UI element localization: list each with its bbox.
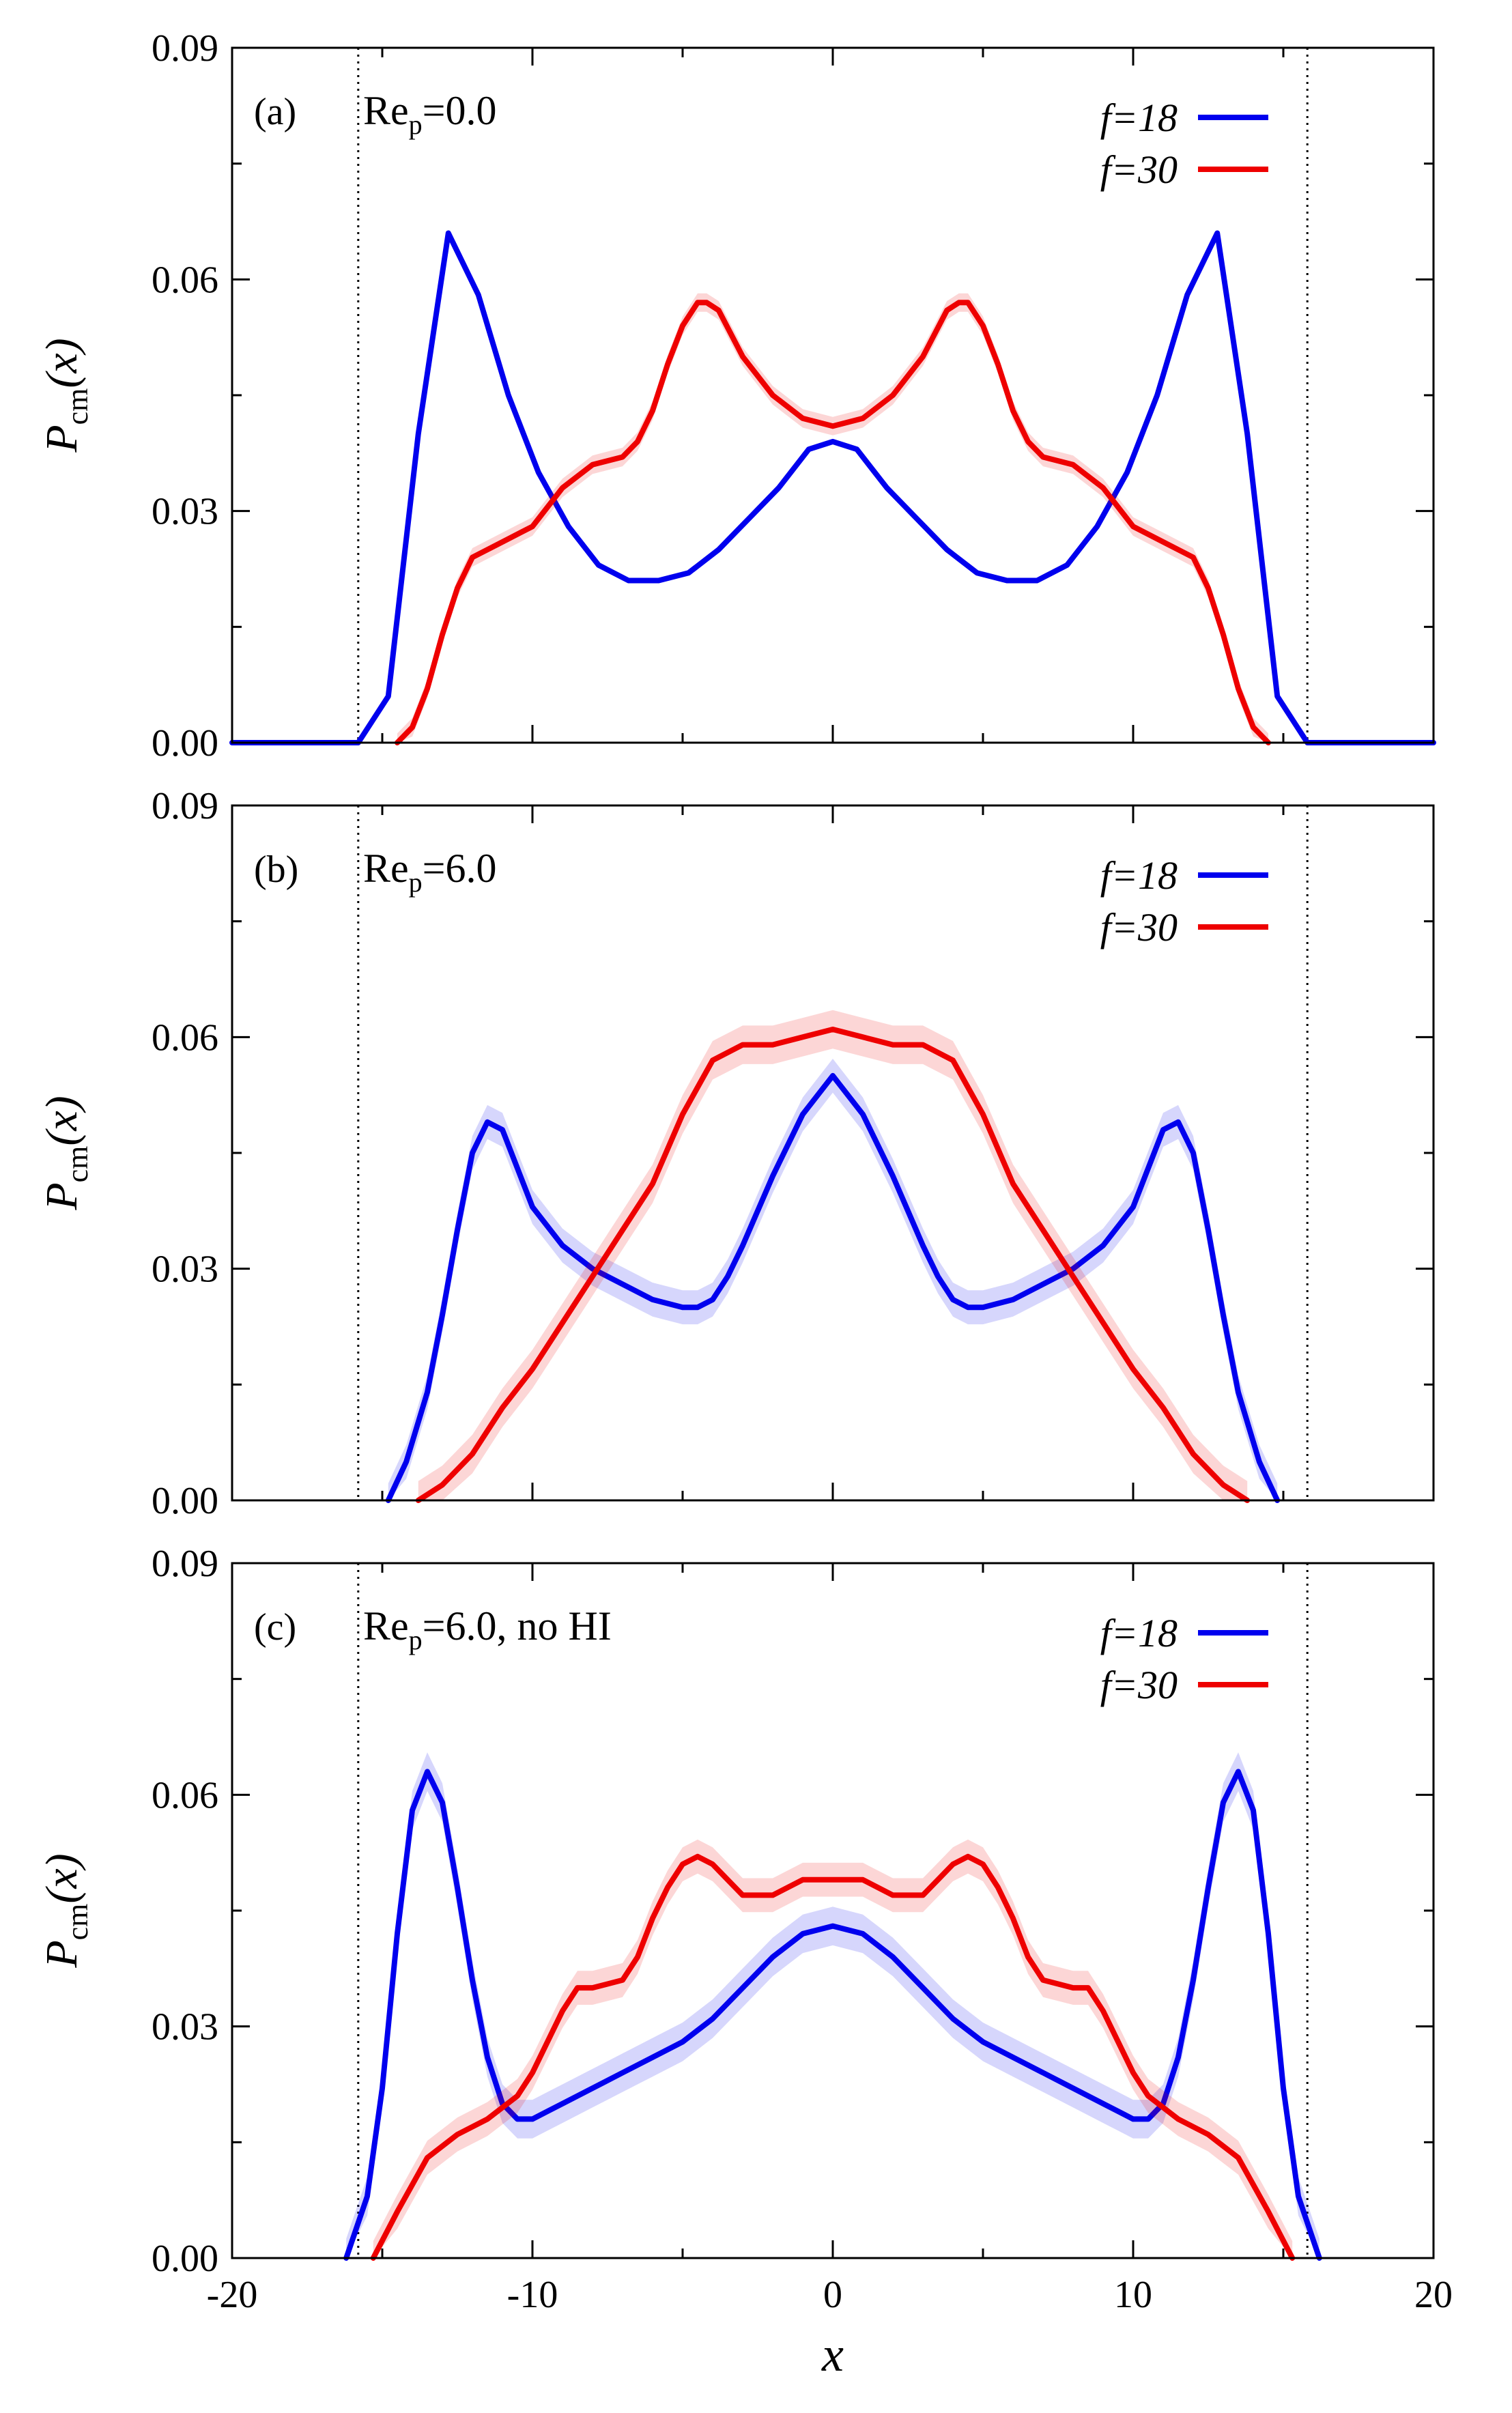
panel-c-x-tick-label: 20 bbox=[1414, 2274, 1453, 2316]
panel-c-x-tick-label: -10 bbox=[507, 2274, 558, 2316]
panel-a-y-tick-label: 0.06 bbox=[152, 259, 218, 301]
panel-c-x-tick-label: -20 bbox=[207, 2274, 258, 2316]
panel-b: 0.00 0.03 0.06 0.09 (b) Rep=6.0 f=18 f=30 Pcm(x) bbox=[37, 785, 1435, 1522]
panel-c-panel-tag: (c) bbox=[254, 1606, 296, 1648]
panel-a-frame bbox=[231, 46, 1435, 744]
panel-c-legend-label: f=18 bbox=[1100, 1611, 1178, 1655]
panel-c-series-f30-line bbox=[370, 1853, 1296, 2261]
panel-b-series-f18-line bbox=[385, 1072, 1281, 1503]
panel-c-legend-label: f=30 bbox=[1100, 1663, 1178, 1707]
panel-a-series-f30-line bbox=[395, 300, 1271, 745]
x-axis-label: x bbox=[821, 2327, 844, 2382]
panel-c-y-tick-label: 0.06 bbox=[152, 1774, 218, 1816]
panel-a-legend-label: f=18 bbox=[1100, 96, 1178, 140]
panel-b-legend-label: f=30 bbox=[1100, 905, 1178, 950]
panel-a-y-tick-label: 0.00 bbox=[152, 722, 218, 765]
panel-a-series-f18-line bbox=[229, 230, 1436, 745]
panel-a-y-axis-label: Pcm(x) bbox=[37, 338, 94, 453]
panel-c: 0.00 0.03 0.06 0.09 -20 -10 0 10 20 (c) Rep=6.0, n… bbox=[37, 1543, 1453, 2382]
panel-c-series-f18-error-band bbox=[346, 1752, 1320, 2258]
panel-c-y-tick-label: 0.09 bbox=[152, 1543, 218, 1585]
panel-a-panel-tag: (a) bbox=[254, 91, 296, 133]
panel-a: 0.00 0.03 0.06 0.09 (a) Rep=0.0 f=18 f=30 Pcm(x) bbox=[37, 27, 1436, 765]
panel-c-frame bbox=[231, 1562, 1435, 2259]
panel-c-y-tick-label: 0.03 bbox=[152, 2006, 218, 2048]
panel-c-series-f30-error-band bbox=[373, 1839, 1293, 2258]
panel-b-series-f18-error-band bbox=[388, 1059, 1278, 1500]
panel-a-y-tick-label: 0.09 bbox=[152, 27, 218, 70]
panel-c-series-f18-line bbox=[343, 1769, 1322, 2261]
panel-b-re-label: Rep=6.0 bbox=[363, 846, 497, 898]
panel-b-y-tick-label: 0.03 bbox=[152, 1248, 218, 1291]
panel-a-legend-label: f=30 bbox=[1100, 147, 1178, 192]
panel-b-frame bbox=[231, 804, 1435, 1502]
panel-b-y-tick-label: 0.00 bbox=[152, 1480, 218, 1522]
panel-c-x-tick-label: 10 bbox=[1114, 2274, 1152, 2316]
panel-c-y-tick-label: 0.00 bbox=[152, 2238, 218, 2280]
panel-a-y-tick-label: 0.03 bbox=[152, 491, 218, 533]
panel-c-x-tick-label: 0 bbox=[823, 2274, 842, 2316]
panel-c-y-axis-label: Pcm(x) bbox=[37, 1853, 94, 1968]
panel-b-y-axis-label: Pcm(x) bbox=[37, 1096, 94, 1210]
panel-c-re-label: Rep=6.0, no HI bbox=[363, 1603, 612, 1655]
panel-b-legend-label: f=18 bbox=[1100, 853, 1178, 898]
panel-b-series-f30-line bbox=[415, 1027, 1251, 1503]
panel-b-panel-tag: (b) bbox=[254, 848, 298, 891]
panel-a-series-f30-error-band bbox=[397, 293, 1268, 743]
panel-b-y-tick-label: 0.09 bbox=[152, 785, 218, 827]
panel-a-re-label: Rep=0.0 bbox=[363, 88, 497, 140]
panel-b-y-tick-label: 0.06 bbox=[152, 1016, 218, 1059]
